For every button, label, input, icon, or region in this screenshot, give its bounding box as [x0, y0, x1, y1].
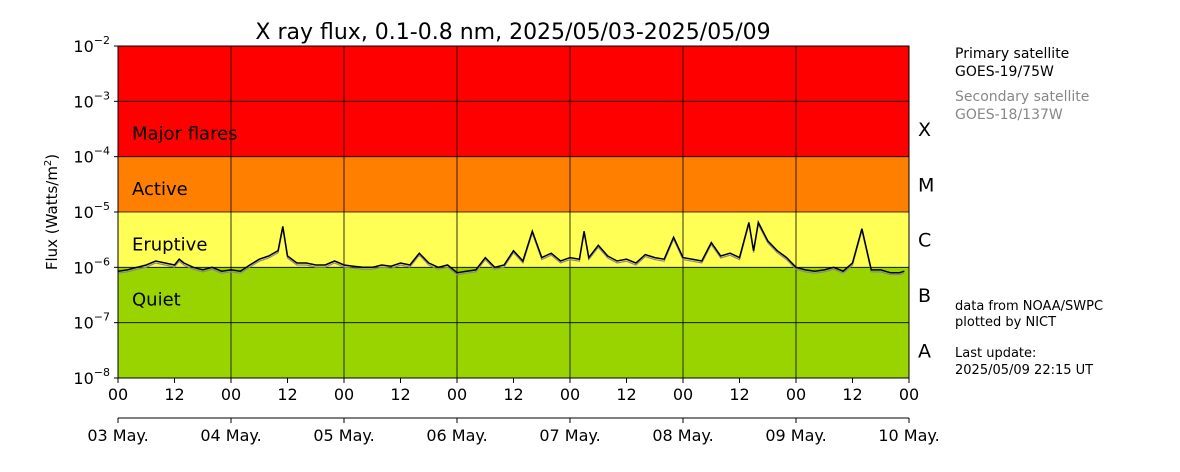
y-axis-label-main: Flux (Watts/m — [43, 166, 61, 270]
day-tick-label: 05 May. — [313, 426, 374, 445]
class-letter-c: C — [918, 230, 931, 252]
y-tick-label: 10−3 — [73, 89, 110, 111]
y-tick-label: 10−8 — [73, 366, 110, 388]
x-axis-hour-ticks: 00 12 00 12 00 12 00 12 00 12 00 12 00 12 00 — [108, 378, 919, 404]
band-label: Active — [132, 179, 188, 200]
primary-satellite-value: GOES-19/75W — [955, 64, 1054, 80]
y-tick-exponent: −8 — [94, 366, 110, 379]
class-letter-x: X — [918, 119, 931, 141]
y-tick-exponent: −3 — [94, 89, 110, 102]
y-tick-base: 10 — [73, 258, 93, 277]
class-letters: X M C B A — [918, 119, 934, 362]
day-tick-label: 04 May. — [200, 426, 261, 445]
x-axis-day-ticks: 03 May. 04 May. 05 May. 06 May. 07 May. 08 Ma… — [87, 418, 940, 445]
y-tick-base: 10 — [73, 369, 93, 388]
x-tick-label: 00 — [108, 385, 128, 404]
y-tick-label: 10−7 — [73, 311, 110, 333]
y-tick-exponent: −4 — [94, 145, 110, 158]
y-axis-label: Flux (Watts/m2) — [43, 154, 61, 270]
y-tick-base: 10 — [73, 203, 93, 222]
y-axis-label-sup: 2 — [43, 160, 54, 166]
y-tick-exponent: −5 — [94, 200, 110, 213]
y-tick-base: 10 — [73, 314, 93, 333]
x-tick-label: 12 — [729, 385, 749, 404]
primary-satellite-label: Primary satellite — [955, 46, 1070, 62]
band-eruptive — [118, 212, 909, 268]
day-tick-label: 09 May. — [765, 426, 826, 445]
plotted-by: plotted by NICT — [955, 315, 1057, 330]
y-tick-base: 10 — [73, 37, 93, 56]
class-letter-m: M — [918, 174, 934, 196]
chart-title: X ray flux, 0.1-0.8 nm, 2025/05/03-2025/… — [255, 20, 770, 45]
x-tick-label: 12 — [616, 385, 636, 404]
y-tick-base: 10 — [73, 148, 93, 167]
band-label: Quiet — [132, 290, 181, 311]
y-tick-exponent: −6 — [94, 255, 110, 268]
y-tick-label: 10−2 — [73, 34, 110, 56]
class-letter-a: A — [918, 340, 931, 362]
series-line-secondary — [117, 222, 905, 276]
y-tick-label: 10−5 — [73, 200, 110, 222]
x-tick-label: 00 — [447, 385, 467, 404]
day-tick-label: 07 May. — [539, 426, 600, 445]
x-tick-label: 12 — [390, 385, 410, 404]
y-axis-label-close: ) — [43, 154, 61, 160]
secondary-satellite-value: GOES-18/137W — [955, 107, 1063, 123]
x-tick-label: 00 — [221, 385, 241, 404]
y-tick-base: 10 — [73, 92, 93, 111]
x-tick-label: 00 — [899, 385, 919, 404]
x-tick-label: 12 — [842, 385, 862, 404]
class-letter-b: B — [918, 285, 931, 307]
day-tick-label: 03 May. — [87, 426, 148, 445]
last-update-label: Last update: — [955, 346, 1037, 361]
y-axis-ticks: 10−810−710−610−510−410−310−2 — [73, 34, 118, 388]
band-label: Eruptive — [132, 234, 207, 255]
data-source: data from NOAA/SWPC — [955, 299, 1104, 314]
x-tick-label: 12 — [503, 385, 523, 404]
y-tick-exponent: −2 — [94, 34, 110, 47]
day-tick-label: 10 May. — [878, 426, 939, 445]
band-labels: Major flares Active Eruptive Quiet — [132, 124, 238, 311]
day-tick-label: 06 May. — [426, 426, 487, 445]
x-tick-label: 00 — [673, 385, 693, 404]
x-tick-label: 00 — [334, 385, 354, 404]
x-tick-label: 00 — [786, 385, 806, 404]
y-tick-exponent: −7 — [94, 311, 110, 324]
flux-series — [117, 220, 905, 276]
band-active — [118, 156, 909, 212]
day-tick-label: 08 May. — [652, 426, 713, 445]
x-tick-label: 12 — [277, 385, 297, 404]
x-tick-label: 12 — [164, 385, 184, 404]
x-tick-label: 00 — [560, 385, 580, 404]
y-tick-label: 10−4 — [73, 145, 110, 167]
last-update-value: 2025/05/09 22:15 UT — [955, 363, 1094, 378]
band-label: Major flares — [132, 124, 238, 145]
secondary-satellite-label: Secondary satellite — [955, 89, 1090, 105]
y-tick-label: 10−6 — [73, 255, 110, 277]
series-line-primary — [117, 220, 905, 274]
